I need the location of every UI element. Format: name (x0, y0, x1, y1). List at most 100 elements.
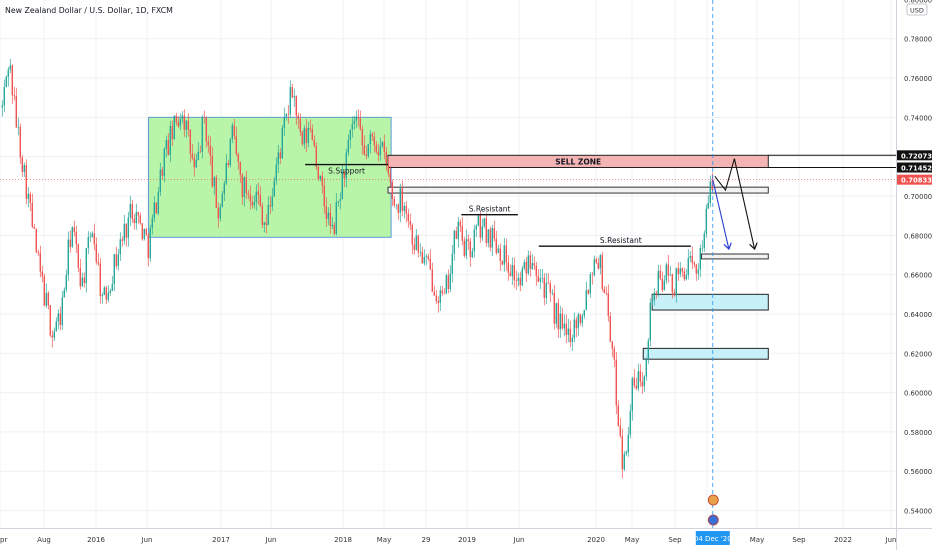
candle-body (435, 295, 437, 301)
candle-body (375, 144, 377, 152)
candle-body (199, 151, 201, 153)
candle-body (125, 223, 127, 238)
candle-body (181, 115, 183, 119)
price-tag-bg (897, 150, 932, 161)
candle-body (273, 180, 275, 197)
x-tick-label: 2020 (587, 536, 605, 544)
candle-body (49, 305, 51, 336)
candle-body (93, 233, 95, 245)
candle-body (133, 218, 135, 224)
candle-body (379, 146, 381, 156)
candle-body (557, 303, 559, 330)
candle-body (365, 154, 367, 157)
candle-body (141, 223, 143, 239)
candle-body (499, 248, 501, 262)
candle-body (627, 434, 629, 453)
candle-body (617, 405, 619, 426)
candle-body (37, 251, 39, 253)
candle-body (77, 244, 79, 268)
candle-body (341, 171, 343, 200)
candle-body (537, 276, 539, 282)
candle-body (103, 287, 105, 295)
candle-body (475, 225, 477, 230)
candle-body (665, 264, 667, 281)
candle-body (9, 65, 11, 70)
candle-body (695, 264, 697, 274)
candle-body (691, 256, 693, 264)
candle-body (523, 262, 525, 269)
candle-body (703, 233, 705, 248)
y-tick-label: 0.64000 (904, 311, 932, 319)
candle-body (561, 313, 563, 329)
candle-body (699, 247, 701, 270)
candle-body (45, 293, 47, 306)
candle-body (27, 193, 29, 199)
candle-body (71, 227, 73, 247)
candle-body (657, 270, 659, 294)
candle-body (705, 208, 707, 234)
zone-outline (700, 253, 769, 260)
candle-body (525, 262, 527, 274)
candle-body (349, 129, 351, 140)
candle-body (601, 255, 603, 290)
candle-body (551, 292, 553, 294)
candle-body (605, 292, 607, 294)
candle-body (61, 297, 63, 326)
candle-body (671, 274, 673, 293)
candle-body (565, 323, 567, 335)
candle-body (629, 411, 631, 435)
candle-body (453, 230, 455, 254)
candle-body (529, 255, 531, 269)
candle-body (423, 257, 425, 264)
candle-body (395, 204, 397, 206)
candle-body (149, 228, 151, 259)
candle-body (549, 283, 551, 293)
label-support: S.Support (328, 167, 365, 176)
candle-body (383, 142, 385, 152)
candle-body (201, 117, 203, 152)
candle-body (477, 215, 479, 226)
candle-body (1, 105, 3, 108)
candle-body (411, 224, 413, 245)
candle-body (685, 274, 687, 280)
candle-body (79, 267, 81, 287)
candle-body (677, 268, 679, 275)
candle-body (229, 139, 231, 166)
candle-body (307, 128, 309, 143)
candle-body (541, 277, 543, 279)
candle-body (171, 126, 173, 140)
price-tag-label: 0.70833 (901, 177, 932, 185)
candle-body (185, 120, 187, 130)
candle-body (147, 234, 149, 259)
candle-body (21, 157, 23, 172)
candle-body (99, 263, 101, 297)
candle-body (647, 340, 649, 359)
candle-body (65, 274, 67, 290)
candle-body (451, 253, 453, 274)
current-date-badge: 04 Dec '20 (694, 535, 732, 543)
candle-body (437, 300, 439, 303)
candle-body (609, 316, 611, 342)
label-sell-zone: SELL ZONE (555, 157, 601, 166)
candle-body (483, 218, 485, 227)
candle-body (391, 182, 393, 199)
candle-body (131, 203, 133, 219)
candle-body (143, 229, 145, 239)
candle-body (85, 248, 87, 284)
candle-body (607, 293, 609, 317)
candle-body (269, 205, 271, 207)
y-tick-label: 0.62000 (904, 350, 932, 358)
candle-body (611, 341, 613, 349)
candle-body (47, 293, 49, 306)
candle-body (405, 206, 407, 214)
zone-demand (651, 293, 769, 311)
zone-range (148, 116, 392, 238)
candle-body (169, 126, 171, 155)
candle-body (645, 358, 647, 377)
candle-body (281, 127, 283, 159)
candle-body (641, 381, 643, 387)
candle-body (407, 213, 409, 221)
price-tag-bg (897, 174, 932, 185)
candle-body (415, 235, 417, 250)
zone-demand (642, 347, 769, 360)
